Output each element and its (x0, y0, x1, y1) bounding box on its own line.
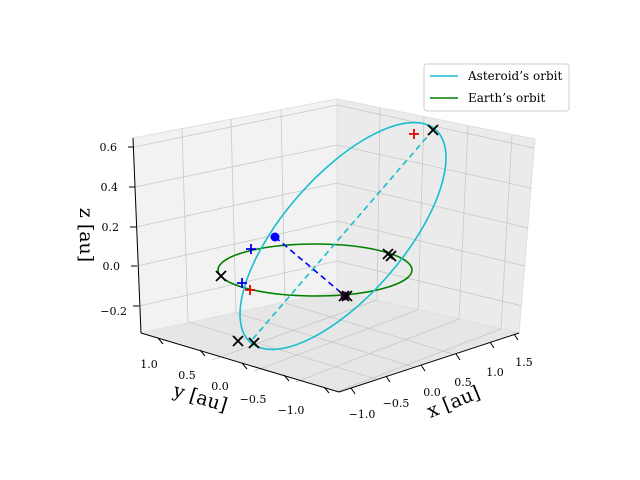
grid-x-right-2 (417, 116, 425, 311)
grid-floor-x-1 (187, 321, 377, 380)
z-tick-label-06: 0.6 (100, 141, 118, 154)
x-tick-00 (420, 364, 426, 372)
x-tick-label-05: 0.5 (454, 376, 472, 389)
grid-x-right-4 (500, 134, 513, 330)
asteroid-orbit (239, 121, 447, 351)
cross-marker-1 (427, 124, 439, 136)
z-tick-label-00: 0.0 (103, 260, 121, 273)
z-axis-line (132, 137, 142, 334)
grid-z-m02-right (336, 260, 523, 307)
x-tick-label-m10: −1.0 (349, 408, 376, 421)
grid-z-04-back (134, 144, 338, 188)
x-tick-15 (513, 333, 519, 341)
legend-box (423, 63, 570, 112)
y-tick-label-10: 1.0 (140, 358, 158, 371)
grid-z-00-right (336, 220, 526, 267)
data-layer (215, 121, 447, 351)
x-tick-m10 (350, 387, 356, 395)
y-axis-line (140, 332, 340, 393)
cross-marker-7 (338, 290, 350, 302)
grid-z-00-back (136, 220, 338, 267)
blue-plus-marker-1 (246, 244, 256, 254)
cross-marker-5 (232, 335, 244, 347)
grid-floor-y-1 (211, 299, 378, 361)
x-tick-label-00: 0.0 (423, 386, 441, 399)
grid-y-back-3 (280, 109, 286, 304)
cross-marker-3 (385, 250, 397, 262)
z-tick-label-m02: −0.2 (100, 305, 127, 318)
y-tick-label-m10: −1.0 (278, 404, 305, 417)
x-tick-label-10: 1.0 (486, 366, 504, 379)
grid-floor-y-4 (335, 328, 502, 393)
cross-marker-6 (248, 337, 260, 349)
y-tick-m10 (323, 386, 330, 394)
x-tick-10 (489, 341, 495, 349)
asteroid-apsis-line (250, 129, 434, 342)
grid-y-back-2 (230, 118, 237, 314)
tick-marks (128, 146, 519, 395)
x-tick-label-15: 1.5 (515, 356, 533, 369)
red-plus-marker-1 (409, 129, 419, 139)
y-tick-10 (157, 337, 164, 345)
grid-lines (133, 104, 535, 393)
grid-floor-y-3 (295, 318, 460, 383)
x-tick-m05 (385, 375, 391, 383)
legend-label-earth: Earth’s orbit (468, 91, 545, 105)
cross-marker-4 (215, 270, 227, 282)
grid-x-right-3 (458, 125, 469, 320)
grid-z-06-back (133, 104, 338, 148)
earth-orbit (217, 243, 413, 297)
tick-labels: 0.6 0.4 0.2 0.0 −0.2 1.0 0.5 0.0 −0.5 −1… (100, 141, 533, 421)
grid-z-04-right (336, 144, 532, 189)
y-tick-label-m05: −0.5 (240, 393, 267, 406)
y-tick-m05 (283, 374, 290, 382)
legend-label-asteroid: Asteroid’s orbit (467, 69, 562, 83)
axis-edges (132, 137, 520, 393)
blue-plus-marker-2 (237, 278, 247, 288)
grid-z-02-right (336, 182, 529, 229)
asteroid-position-marker (270, 232, 280, 242)
y-tick-label-00: 0.0 (211, 380, 229, 393)
z-tick-label-04: 0.4 (101, 181, 119, 194)
y-tick-00 (241, 362, 248, 370)
legend: Asteroid’s orbit Earth’s orbit (423, 63, 570, 112)
grid-floor-y-2 (253, 309, 419, 372)
z-tick-label-02: 0.2 (102, 221, 120, 234)
x-tick-label-m05: −0.5 (383, 397, 410, 410)
z-axis-label: z [au] (75, 208, 97, 262)
y-tick-label-05: 0.5 (178, 369, 196, 382)
cross-marker-8 (341, 290, 353, 302)
grid-x-right-1 (376, 107, 381, 301)
body-connector-line (274, 236, 346, 297)
x-axis-line (338, 332, 520, 393)
x-tick-05 (455, 353, 461, 361)
red-plus-marker-2 (245, 285, 255, 295)
grid-floor-x-2 (235, 312, 415, 368)
y-tick-05 (199, 349, 206, 357)
grid-y-back-1 (181, 127, 189, 323)
